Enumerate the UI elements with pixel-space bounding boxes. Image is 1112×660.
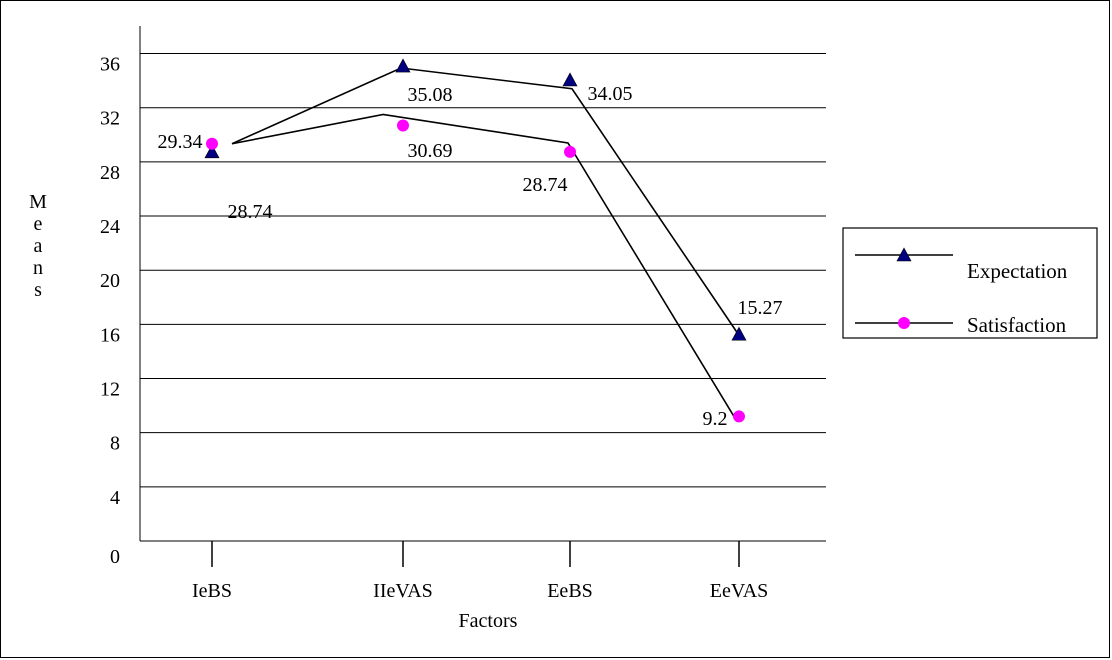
y-tick-label: 20	[100, 270, 120, 292]
data-labels: 28.74 35.08 34.05 15.27 29.34 30.69 28.74 9.2	[158, 83, 783, 430]
legend-label: Expectation	[967, 259, 1068, 283]
x-tick-labels: IeBS IIeVAS EeBS EeVAS	[192, 580, 768, 602]
series-group	[204, 58, 747, 423]
x-axis-title: Factors	[459, 610, 518, 632]
data-point-expectation	[395, 58, 411, 73]
x-tick-label: EeBS	[547, 580, 593, 602]
y-tick-label: 16	[100, 324, 120, 346]
data-label: 15.27	[738, 297, 783, 319]
y-tick-label: 12	[100, 379, 120, 401]
series-line-satisfaction	[231, 113, 738, 422]
data-point-satisfaction	[206, 137, 218, 150]
data-label: 29.34	[158, 131, 203, 153]
data-point-expectation	[731, 326, 747, 341]
x-tick-label: EeVAS	[710, 580, 769, 602]
data-label: 30.69	[408, 140, 453, 162]
data-label: 34.05	[588, 83, 633, 105]
legend: Expectation Satisfaction	[842, 227, 1098, 339]
data-point-satisfaction	[564, 145, 576, 158]
legend-label: Satisfaction	[967, 313, 1067, 337]
data-label: 28.74	[228, 201, 273, 223]
x-tick-label: IIeVAS	[373, 580, 433, 602]
data-point-satisfaction	[397, 119, 409, 132]
y-tick-label: 24	[100, 216, 120, 238]
series-line-expectation	[231, 67, 742, 339]
data-point-expectation	[562, 72, 578, 87]
y-tick-label: 4	[110, 487, 120, 509]
axes	[139, 26, 826, 567]
legend-marker-expectation	[896, 247, 912, 262]
y-tick-label: 8	[110, 433, 120, 455]
y-tick-label: 32	[100, 108, 120, 130]
gridlines	[140, 53, 826, 488]
data-point-expectation	[204, 144, 220, 159]
y-tick-labels: 0 4 8 12 16 20 24 28 32 36	[100, 54, 120, 568]
legend-marker-satisfaction	[898, 317, 910, 329]
x-tick-label: IeBS	[192, 580, 232, 602]
y-tick-label: 36	[100, 54, 120, 76]
data-point-satisfaction	[733, 410, 745, 423]
y-tick-label: 28	[100, 162, 120, 184]
y-tick-label: 0	[110, 546, 120, 568]
data-label: 28.74	[523, 174, 568, 196]
data-label: 35.08	[408, 84, 453, 106]
legend-box	[842, 227, 1098, 339]
data-label: 9.2	[703, 408, 728, 430]
